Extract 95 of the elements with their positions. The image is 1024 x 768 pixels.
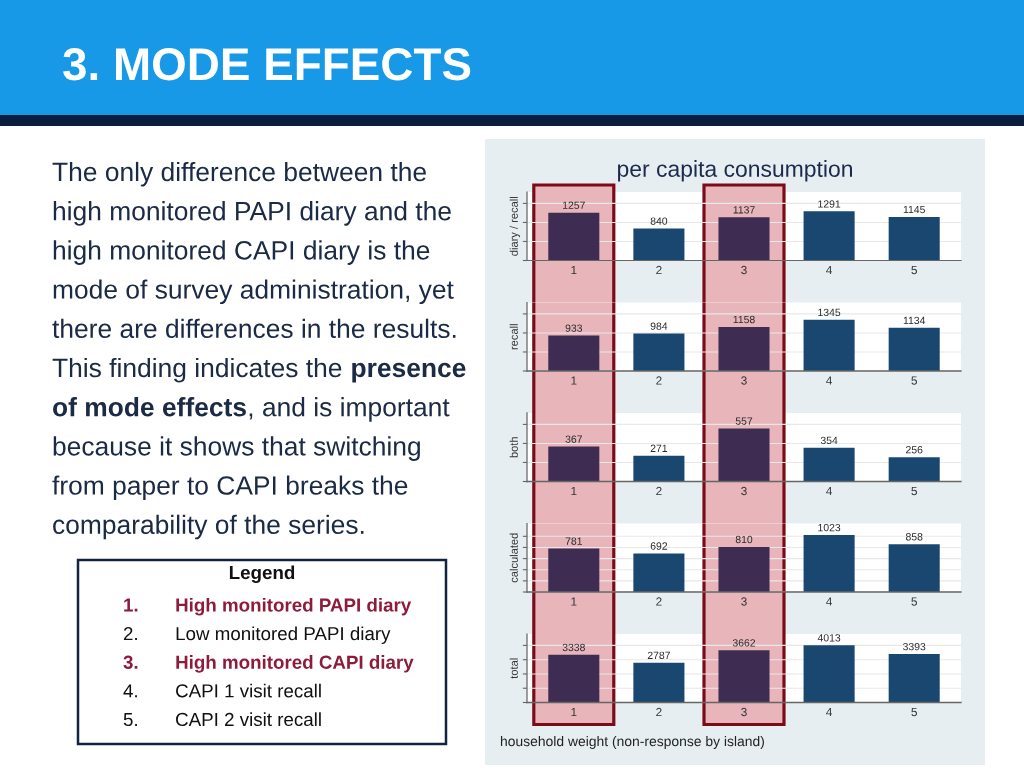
y-axis-title: both xyxy=(509,437,518,458)
x-tick-label: 5 xyxy=(911,486,917,496)
text: This finding indicates the xyxy=(52,357,342,383)
bar xyxy=(888,544,940,592)
data-label: 4013 xyxy=(817,634,841,642)
bar xyxy=(548,654,600,703)
y-axis-title: calculated xyxy=(509,533,518,583)
text: presence xyxy=(352,362,466,383)
x-tick-label: 3 xyxy=(741,486,747,496)
chart-title: per capita consumption xyxy=(618,160,852,182)
text: 2. Low monitored PAPI diary xyxy=(123,626,391,644)
bar xyxy=(633,553,685,592)
x-tick-label: 2 xyxy=(656,707,662,717)
x-tick-label: 5 xyxy=(911,597,917,606)
text: 5. CAPI 2 visit recall xyxy=(123,712,321,727)
data-label: 256 xyxy=(906,446,923,454)
y-axis-title: recall xyxy=(509,324,518,350)
data-label: 858 xyxy=(905,533,923,541)
x-tick-label: 5 xyxy=(911,376,917,385)
bar xyxy=(803,319,855,371)
y-axis-title: diary / recall xyxy=(509,197,521,256)
data-label: 3393 xyxy=(903,642,926,651)
x-tick-label: 2 xyxy=(656,265,662,275)
y-axis-title: total xyxy=(509,658,518,679)
x-tick-label: 1 xyxy=(571,265,577,275)
text: 3. MODE EFFECTS xyxy=(63,48,471,81)
data-label: 810 xyxy=(735,535,753,544)
data-label: 692 xyxy=(650,542,668,550)
x-tick-label: 3 xyxy=(741,376,747,385)
data-label: 367 xyxy=(565,435,582,443)
data-label: 1137 xyxy=(733,206,755,214)
bar xyxy=(633,333,685,371)
x-tick-label: 4 xyxy=(826,265,833,275)
bar xyxy=(718,326,770,371)
x-tick-label: 2 xyxy=(656,376,662,385)
x-tick-label: 1 xyxy=(571,486,577,496)
bar xyxy=(548,212,600,261)
x-tick-label: 1 xyxy=(571,597,577,606)
bar xyxy=(633,455,685,482)
data-label: 1023 xyxy=(818,523,841,532)
data-label: 1145 xyxy=(903,205,925,214)
text: , and is important xyxy=(249,397,450,422)
x-tick-label: 4 xyxy=(826,707,833,717)
bar xyxy=(803,211,855,261)
text: 1. High monitored PAPI diary xyxy=(124,597,412,616)
x-tick-label: 1 xyxy=(571,376,577,385)
x-tick-label: 5 xyxy=(911,707,917,717)
x-tick-label: 3 xyxy=(741,707,747,717)
bar xyxy=(888,327,940,371)
data-label: 1345 xyxy=(818,308,841,317)
x-tick-label: 3 xyxy=(741,265,747,275)
x-tick-label: 4 xyxy=(826,597,833,606)
data-label: 354 xyxy=(820,436,838,445)
bar xyxy=(803,535,855,592)
bar xyxy=(803,447,855,482)
data-label: 933 xyxy=(565,324,583,332)
bar xyxy=(888,216,940,261)
text: Legend xyxy=(229,565,295,583)
x-tick-label: 3 xyxy=(741,597,747,606)
x-tick-label: 2 xyxy=(656,597,662,606)
bar xyxy=(888,457,940,482)
data-label: 271 xyxy=(650,444,668,452)
data-label: 1291 xyxy=(818,200,841,208)
data-label: 1134 xyxy=(903,316,926,325)
data-label: 781 xyxy=(565,537,582,545)
text: 3. High monitored CAPI diary xyxy=(123,655,414,673)
text: 4. CAPI 1 visit recall xyxy=(123,683,321,698)
bar xyxy=(718,428,770,482)
x-tick-label: 5 xyxy=(911,265,917,275)
bar xyxy=(718,546,770,592)
x-tick-label: 4 xyxy=(826,486,833,496)
bar xyxy=(803,645,855,703)
bar xyxy=(718,217,770,261)
bar xyxy=(548,548,600,592)
data-label: 984 xyxy=(650,322,668,330)
data-label: 1158 xyxy=(733,315,755,324)
bar xyxy=(548,446,600,482)
x-tick-label: 2 xyxy=(656,486,662,496)
text: of mode effects xyxy=(53,397,246,417)
data-label: 3338 xyxy=(562,643,585,652)
text: The only difference between the high monitored PAPI diary and the high monitored CAPI diary is the mode of survey administration, yet there are differences in the results. xyxy=(52,161,456,339)
x-tick-label: 1 xyxy=(571,707,577,717)
data-label: 1257 xyxy=(563,201,585,209)
bar xyxy=(548,335,600,371)
data-label: 840 xyxy=(650,217,668,225)
data-label: 2787 xyxy=(647,651,670,659)
x-tick-label: 4 xyxy=(826,376,833,385)
x-axis-title: household weight (non-response by island) xyxy=(500,736,764,749)
text: because it shows that switching from paper to CAPI breaks the comparability of the series. xyxy=(52,436,420,540)
data-label: 3662 xyxy=(732,639,756,647)
bar xyxy=(888,654,940,703)
bar xyxy=(633,228,685,261)
data-label: 557 xyxy=(735,417,753,425)
bar xyxy=(633,662,685,703)
bar xyxy=(718,650,770,703)
